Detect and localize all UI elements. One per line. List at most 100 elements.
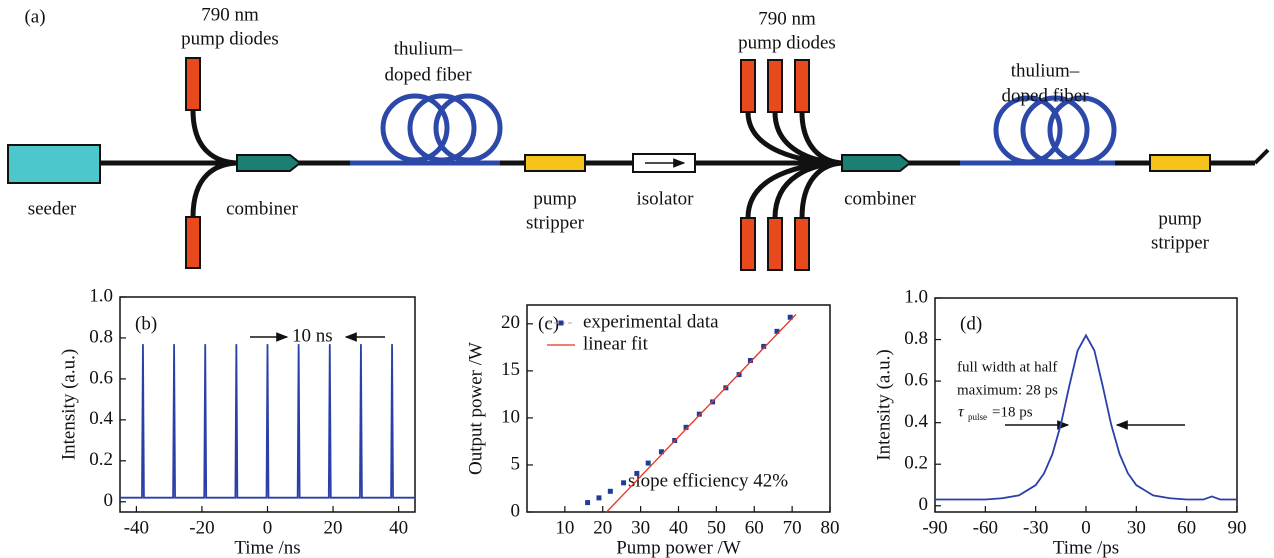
x-tick-label: 60 — [745, 517, 764, 538]
x-tick-label: 20 — [593, 517, 612, 538]
x-tick-label: 10 — [555, 517, 574, 538]
y-tick-label: 1.0 — [89, 285, 113, 306]
label: combiner — [844, 188, 916, 209]
scatter-point — [683, 424, 689, 430]
x-tick-label: 20 — [324, 517, 343, 538]
x-tick-label: -20 — [189, 517, 214, 538]
y-axis-label: Intensity (a.u.) — [58, 349, 79, 460]
y-tick-label: 10 — [501, 406, 520, 427]
fiber-end — [1253, 148, 1270, 165]
y-tick-label: 0.6 — [904, 369, 928, 390]
x-tick-label: -40 — [124, 517, 149, 538]
x-axis-label: Time /ps — [1053, 537, 1119, 558]
fiber-coil — [960, 95, 1117, 166]
pump-diodes — [740, 59, 810, 271]
y-tick-label: 0.2 — [904, 453, 928, 474]
label: pump — [533, 188, 576, 209]
setup-diagram: (a) 790 nm pump diodes thulium– doped fi… — [7, 4, 1270, 271]
y-tick-label: 1.0 — [904, 286, 928, 307]
combiner — [841, 154, 912, 172]
panel-label: (d) — [960, 313, 982, 334]
scatter-point — [696, 411, 702, 417]
x-tick-label: 70 — [783, 517, 802, 538]
y-tick-label: 0 — [919, 494, 929, 515]
label: thulium– — [394, 38, 463, 59]
x-tick-label: -60 — [973, 517, 998, 538]
y-tick-label: 0.4 — [904, 411, 928, 432]
label: 790 nm — [758, 8, 816, 29]
pump-diode — [185, 57, 201, 111]
x-axis-label: Time /ns — [234, 537, 300, 558]
scatter-point — [658, 449, 664, 455]
line-series — [120, 344, 415, 499]
scatter-point — [585, 500, 591, 506]
x-axis-label: Pump power /W — [616, 537, 741, 558]
x-tick-label: 30 — [1127, 517, 1146, 538]
line-series — [935, 333, 1237, 501]
panel-label: (a) — [24, 6, 45, 27]
label: pump diodes — [181, 28, 279, 49]
scatter-point — [645, 460, 651, 466]
x-tick-label: -30 — [1023, 517, 1048, 538]
y-axis-label: Output power /W — [465, 342, 486, 475]
x-tick-label: 40 — [389, 517, 408, 538]
scatter-point — [761, 343, 767, 349]
label: isolator — [637, 188, 695, 209]
y-tick-label: 0 — [511, 500, 521, 521]
label: pump — [1158, 208, 1201, 229]
y-tick-label: 0 — [104, 490, 114, 511]
label: pump diodes — [738, 32, 836, 53]
legend-label: linear fit — [583, 333, 649, 354]
y-tick-label: 0.8 — [89, 326, 113, 347]
label: stripper — [1151, 232, 1210, 253]
label: combiner — [226, 198, 298, 219]
label: doped fiber — [384, 64, 472, 85]
line-series — [606, 313, 797, 513]
pump-fiber — [190, 109, 241, 218]
combiner — [236, 154, 302, 172]
x-tick-label: 0 — [263, 517, 273, 538]
y-tick-label: 20 — [501, 312, 520, 333]
seeder — [7, 144, 101, 184]
pump-stripper — [1149, 154, 1211, 172]
y-tick-label: 0.8 — [904, 328, 928, 349]
label: doped fiber — [1001, 85, 1089, 106]
scatter-point — [736, 372, 742, 378]
y-tick-label: 0.4 — [89, 408, 113, 429]
y-tick-label: 0.2 — [89, 449, 113, 470]
legend-marker — [558, 320, 564, 326]
pump-fiber — [745, 111, 846, 219]
scatter-point — [747, 358, 753, 364]
annotation: 10 ns — [292, 325, 333, 346]
annotation: full width at half — [957, 359, 1057, 375]
fiber-coil — [350, 93, 503, 166]
annotation: =18 ps — [992, 404, 1033, 420]
x-tick-label: 80 — [821, 517, 840, 538]
y-tick-label: 15 — [501, 359, 520, 380]
x-tick-label: 30 — [631, 517, 650, 538]
x-tick-label: -90 — [922, 517, 947, 538]
scatter-point — [596, 495, 602, 501]
y-axis-label: Intensity (a.u.) — [873, 349, 894, 460]
annotation: pulse — [968, 412, 987, 422]
label: 790 nm — [201, 4, 259, 25]
pump-diode — [185, 216, 201, 269]
y-tick-label: 5 — [511, 453, 521, 474]
x-tick-label: 50 — [707, 517, 726, 538]
x-tick-label: 40 — [669, 517, 688, 538]
scatter-point — [634, 470, 640, 476]
panel-label: (c) — [538, 313, 559, 334]
label: seeder — [28, 198, 77, 219]
x-tick-label: 60 — [1177, 517, 1196, 538]
scatter-point — [621, 480, 627, 486]
panel-label: (b) — [135, 313, 157, 334]
annotation: maximum: 28 ps — [957, 382, 1058, 398]
scatter-point — [787, 314, 793, 320]
label: thulium– — [1011, 60, 1080, 81]
legend-label: experimental data — [583, 311, 719, 332]
annotation: τ — [958, 404, 965, 421]
x-tick-label: 90 — [1228, 517, 1247, 538]
y-tick-label: 0.6 — [89, 367, 113, 388]
scatter-point — [607, 488, 613, 494]
pump-stripper — [524, 154, 586, 172]
